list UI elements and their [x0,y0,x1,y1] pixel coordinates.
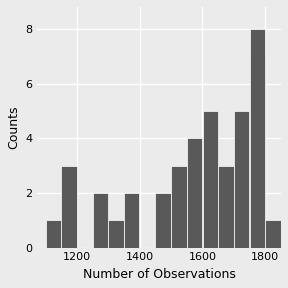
Y-axis label: Counts: Counts [7,105,20,149]
Bar [46,220,61,248]
Bar [250,29,265,248]
Bar [93,193,108,248]
Bar [203,111,218,248]
X-axis label: Number of Observations: Number of Observations [83,268,236,281]
Bar [250,56,265,248]
Bar [266,220,281,248]
Bar [108,220,124,248]
Bar [124,193,139,248]
Bar [234,111,249,248]
Bar [156,193,171,248]
Bar [218,166,234,248]
Bar [250,56,265,248]
Bar [234,138,249,248]
Bar [61,166,77,248]
Bar [171,166,187,248]
Bar [187,138,202,248]
